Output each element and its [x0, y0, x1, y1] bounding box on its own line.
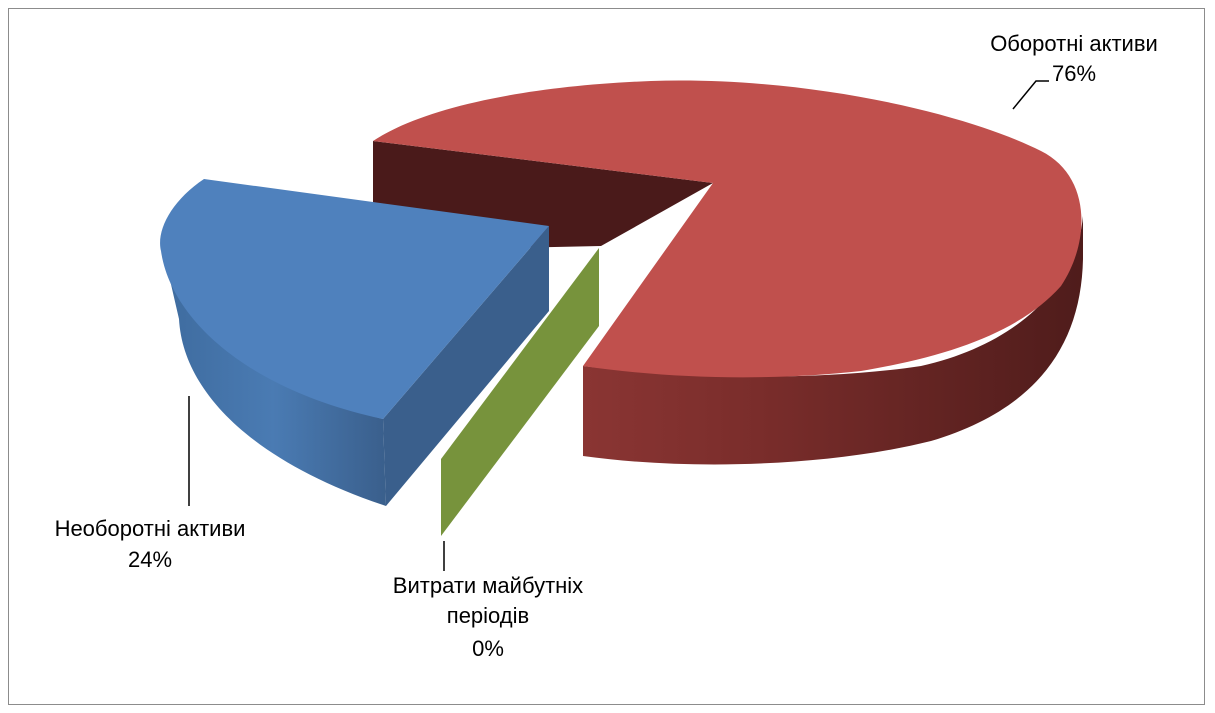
slice-noncurrent-cut-face: [383, 226, 549, 506]
label-deferred-percent: 0%: [472, 636, 504, 661]
label-deferred-name-2: періодів: [447, 603, 529, 628]
data-label-deferred: Витрати майбутніх періодів 0%: [393, 573, 583, 661]
leader-line-current: [1012, 80, 1049, 110]
data-label-current: Оборотні активи 76%: [990, 31, 1158, 86]
slice-noncurrent-assets[interactable]: [160, 179, 549, 506]
label-current-percent: 76%: [1052, 61, 1096, 86]
slice-current-top: [373, 80, 1082, 378]
label-noncurrent-name: Необоротні активи: [55, 516, 246, 541]
label-deferred-name-1: Витрати майбутніх: [393, 573, 583, 598]
label-noncurrent-percent: 24%: [128, 547, 172, 572]
chart-frame: Оборотні активи 76% Необоротні активи 24…: [8, 8, 1205, 705]
slice-deferred-face: [441, 248, 599, 536]
slice-current-side: [583, 216, 1083, 465]
pie-chart: Оборотні активи 76% Необоротні активи 24…: [55, 31, 1158, 661]
slice-noncurrent-side-curve: [161, 241, 386, 506]
slice-noncurrent-top: [160, 179, 549, 419]
label-current-name: Оборотні активи: [990, 31, 1158, 56]
data-label-noncurrent: Необоротні активи 24%: [55, 516, 246, 572]
slice-deferred-expenses[interactable]: [441, 248, 599, 536]
